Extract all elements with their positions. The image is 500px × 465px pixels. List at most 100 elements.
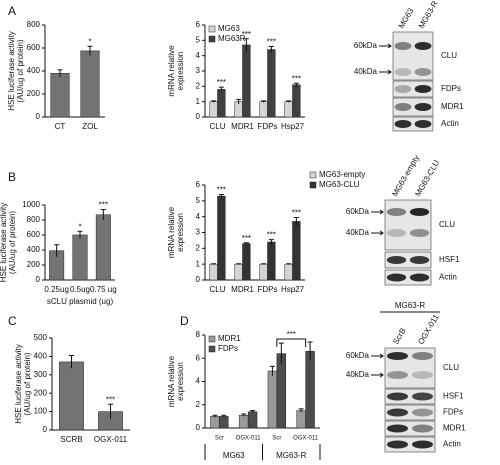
bar — [95, 214, 111, 281]
blot-band — [394, 68, 412, 76]
significance-label: * — [78, 222, 81, 231]
legend-label: MG63R — [218, 34, 246, 43]
marker-label: 40kDa — [346, 228, 370, 237]
error-bar — [77, 230, 83, 239]
x-tick-label: CT — [55, 122, 66, 131]
bar — [217, 195, 226, 281]
marker-arrow — [379, 43, 392, 49]
bar — [217, 89, 226, 118]
significance-label: *** — [242, 30, 251, 39]
legend-swatch — [309, 171, 317, 179]
bar — [259, 101, 268, 118]
blot-band — [386, 256, 407, 264]
y-tick-label: 400 — [27, 66, 41, 75]
x-tick-label: MDR1 — [231, 285, 254, 294]
marker-label: 40kDa — [354, 67, 378, 76]
blot-band — [394, 103, 412, 111]
bar — [72, 234, 88, 281]
blot-band — [386, 229, 407, 237]
blot-band — [394, 85, 412, 93]
y-axis-label: expression — [176, 52, 185, 91]
error-bar — [293, 216, 299, 226]
bar — [209, 263, 218, 281]
x-tick-label: Scr — [272, 436, 281, 442]
y-axis-label: HSE luciferase activity — [14, 344, 23, 424]
blot-band — [414, 68, 432, 76]
band-label: CLU — [443, 363, 459, 372]
legend-label: MG63 — [218, 24, 240, 33]
y-tick-label: 0 — [36, 275, 41, 284]
error-bar — [286, 263, 292, 265]
marker-arrow — [371, 372, 384, 378]
error-bar — [218, 194, 224, 198]
y-tick-label: 6 — [196, 20, 201, 29]
blot-strip — [384, 199, 432, 251]
y-axis-label: HSE luciferase activity — [0, 203, 8, 283]
x-tick-label: 0.25ug — [44, 285, 68, 294]
bar — [80, 50, 100, 118]
legend-swatch — [208, 345, 216, 353]
y-tick-label: 3 — [196, 228, 201, 237]
y-tick-label: 5 — [196, 35, 201, 44]
y-tick-label: 8 — [196, 330, 201, 339]
y-tick-label: 600 — [27, 43, 41, 52]
bar — [305, 351, 315, 429]
error-bar — [236, 98, 242, 104]
significance-label: *** — [106, 395, 115, 404]
panel-letter: C — [8, 314, 17, 328]
blot-strip — [392, 97, 434, 117]
y-axis-label: mRNA relative — [167, 45, 176, 97]
band-label: Actin — [441, 119, 459, 128]
x-tick-label: SCRB — [60, 435, 82, 444]
error-bar — [298, 408, 304, 413]
error-bar — [221, 414, 227, 418]
blot-band — [387, 392, 408, 401]
blot-band — [414, 85, 432, 93]
y-tick-label: 2 — [196, 400, 201, 409]
y-tick-label: 0 — [196, 423, 201, 432]
bar — [259, 263, 268, 281]
blot-band — [414, 103, 432, 111]
x-tick-label: OGX-011 — [293, 436, 319, 442]
blot-band — [386, 273, 407, 282]
band-label: FDPs — [443, 408, 463, 417]
x-tick-label: Scr — [215, 436, 224, 442]
error-bar — [100, 209, 106, 220]
y-tick-label: 800 — [27, 20, 41, 29]
bar — [267, 241, 276, 281]
y-axis-label: (AU/ug of protein) — [8, 211, 17, 274]
band-label: MDR1 — [441, 102, 464, 111]
group-label: MG63 — [223, 451, 245, 460]
band-label: MDR1 — [443, 424, 466, 433]
error-bar — [218, 86, 224, 92]
blot-header: MG63-R — [395, 301, 425, 310]
error-bar — [307, 341, 313, 361]
lane-label: OGX-011 — [416, 312, 441, 346]
blot-band — [414, 42, 432, 50]
y-tick-label: 300 — [34, 370, 48, 379]
bar — [292, 221, 301, 281]
y-tick-label: 6 — [196, 353, 201, 362]
y-axis-label: HSE luciferase activity — [7, 31, 16, 111]
error-bar — [54, 244, 60, 257]
bracket — [276, 338, 307, 347]
error-bar — [286, 100, 292, 103]
bar — [209, 101, 218, 118]
panel-letter: D — [180, 314, 189, 328]
y-tick-label: 200 — [27, 260, 41, 269]
blot-band — [394, 120, 412, 128]
significance-label: *** — [99, 201, 108, 210]
y-axis-label: mRNA relative — [167, 355, 176, 407]
band-label: Actin — [439, 273, 457, 282]
significance-label: *** — [217, 78, 226, 87]
x-tick-label: Hsp27 — [281, 285, 305, 294]
error-bar — [243, 38, 249, 52]
error-bar — [241, 413, 247, 417]
error-bar — [211, 100, 217, 103]
lane-label: MG63-R — [417, 0, 440, 30]
bar — [50, 73, 70, 118]
significance-label: *** — [267, 231, 276, 240]
legend-swatch — [208, 35, 216, 43]
bar — [267, 370, 278, 429]
